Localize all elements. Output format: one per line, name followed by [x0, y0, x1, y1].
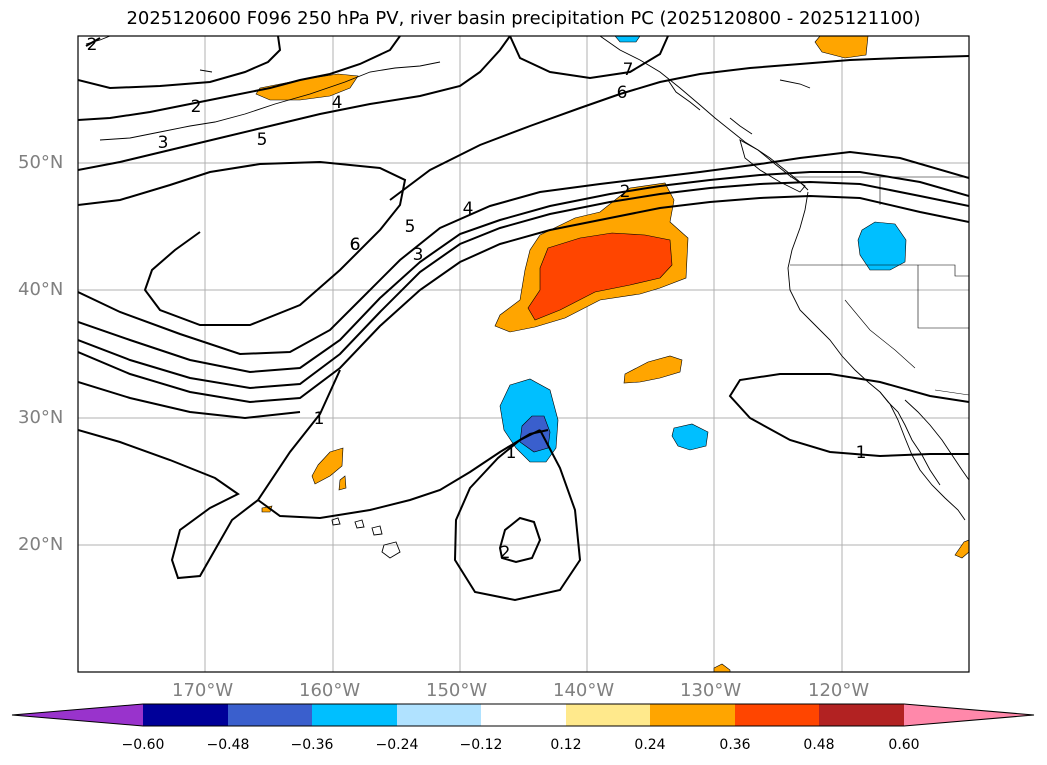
contour-5-main — [78, 180, 969, 390]
colorbar-tick-label: −0.12 — [459, 737, 503, 753]
contour-label: 1 — [506, 443, 517, 463]
contour-label: 6 — [350, 235, 361, 255]
shade-positive-core — [527, 232, 673, 321]
shade-positive-ne-corner — [814, 36, 869, 59]
contour-label: 6 — [350, 235, 361, 255]
longitude-label: 150°W — [426, 680, 488, 701]
contour-label: 5 — [405, 217, 416, 237]
contour-label: 2 — [500, 543, 511, 563]
contour-label: 4 — [463, 199, 474, 219]
colorbar-tick-label: −0.36 — [290, 737, 334, 753]
map-title: 2025120600 F096 250 hPa PV, river basin … — [126, 8, 921, 29]
colorbar-tick-label: 0.60 — [888, 737, 920, 753]
latitude-label: 40°N — [18, 279, 64, 300]
longitude-label: 160°W — [299, 680, 361, 701]
contour-label: 5 — [257, 130, 268, 150]
contour-7-peak — [509, 36, 669, 80]
contour-5-nw — [78, 36, 511, 171]
contour-1-east — [728, 373, 969, 458]
contour-label: 1 — [314, 409, 325, 429]
contour-3-nw — [78, 36, 401, 121]
colorbar-segment — [481, 704, 566, 726]
contour-label: 2 — [620, 182, 631, 202]
contour-label: 7 — [623, 60, 634, 80]
longitude-label: 120°W — [808, 680, 870, 701]
contour-6-center — [389, 55, 969, 201]
map-frame — [77, 35, 970, 673]
colorbar-segment — [143, 704, 228, 726]
colorbar-tick-label: 0.48 — [803, 737, 835, 753]
shade-positive-hawaii-n — [311, 447, 344, 485]
contour-6-low — [78, 160, 407, 326]
colorbar-segment — [397, 704, 481, 726]
colorbar-segment — [819, 704, 904, 726]
longitude-label: 130°W — [680, 680, 742, 701]
colorbar-segment — [566, 704, 650, 726]
contour-label: 1 — [856, 443, 867, 463]
gridlines — [78, 36, 969, 672]
contour-3-main — [78, 194, 969, 404]
shade-positive-hawaii-s — [338, 475, 347, 491]
colorbar-tick-label: 0.24 — [634, 737, 666, 753]
shade-positive-small-1 — [623, 355, 683, 384]
colorbar-outline — [11, 703, 1035, 727]
shade-negative-gbasin — [857, 221, 907, 271]
contour-label: 2 — [191, 97, 202, 117]
colorbar-tick-label: 0.12 — [550, 737, 582, 753]
colorbar-extend-low — [12, 704, 143, 726]
contour-1-main — [78, 381, 301, 420]
colorbar-tick-label: −0.24 — [375, 737, 419, 753]
longitude-label: 170°W — [172, 680, 234, 701]
colorbar-tick-label: −0.48 — [206, 737, 250, 753]
contour-label: 2 — [87, 35, 98, 55]
colorbar-segment — [650, 704, 735, 726]
colorbar-tick-label: 0.36 — [719, 737, 751, 753]
contour-2-loop — [498, 516, 542, 564]
contour-2-nw-top — [85, 37, 101, 47]
coastlines — [85, 36, 969, 559]
colorbar-tick-label: −0.60 — [121, 737, 165, 753]
contour-label: 4 — [332, 93, 343, 113]
colorbar-extend-high — [904, 704, 1034, 726]
contour-2-nw — [78, 36, 282, 90]
contour-4-main — [78, 171, 969, 374]
contour-labels: 2 2 3 4 5 6 7 6 2 4 5 3 6 1 1 1 2 — [87, 35, 867, 563]
shade-negative-top — [614, 36, 641, 43]
latitude-label: 30°N — [18, 407, 64, 428]
shade-positive-se — [954, 539, 969, 559]
precip-shading — [255, 36, 969, 672]
contour-1-loop — [453, 429, 582, 602]
contour-1-dip — [257, 429, 549, 520]
contour-2-main — [78, 150, 969, 356]
colorbar-segment — [228, 704, 312, 726]
contour-label: 6 — [617, 83, 628, 103]
longitude-label: 140°W — [553, 680, 615, 701]
latitude-label: 50°N — [18, 152, 64, 173]
contour-1-diag — [78, 369, 341, 580]
colorbar — [11, 703, 1035, 727]
political-borders — [790, 176, 969, 396]
latitude-label: 20°N — [18, 534, 64, 555]
shade-negative-small — [671, 423, 709, 451]
colorbar-segment — [312, 704, 397, 726]
colorbar-segment — [735, 704, 819, 726]
contour-label: 3 — [413, 245, 424, 265]
shade-positive-bottom — [713, 663, 731, 672]
shade-negative-core — [519, 415, 551, 453]
contour-label: 3 — [158, 133, 169, 153]
pv-contours — [78, 36, 969, 602]
